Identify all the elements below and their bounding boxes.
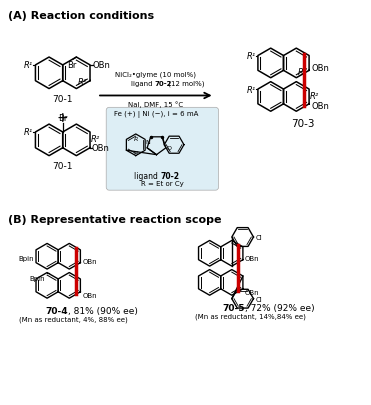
- Polygon shape: [283, 49, 309, 79]
- Polygon shape: [36, 244, 58, 269]
- Polygon shape: [232, 228, 253, 247]
- Polygon shape: [36, 273, 58, 298]
- Text: (Mn as reductant, 4%, 88% ee): (Mn as reductant, 4%, 88% ee): [19, 316, 127, 323]
- Text: , 72% (92% ee): , 72% (92% ee): [245, 303, 315, 312]
- Text: R¹: R¹: [24, 61, 33, 70]
- Text: Br: Br: [58, 114, 68, 123]
- Text: (12 mol%): (12 mol%): [166, 80, 204, 87]
- FancyBboxPatch shape: [106, 108, 219, 191]
- Polygon shape: [35, 58, 63, 90]
- Text: N: N: [134, 150, 138, 155]
- Text: (B) Representative reaction scope: (B) Representative reaction scope: [8, 214, 221, 224]
- Text: (A) Reaction conditions: (A) Reaction conditions: [8, 11, 154, 21]
- Text: NiCl₂•glyme (10 mol%): NiCl₂•glyme (10 mol%): [115, 71, 196, 78]
- Text: Bpin: Bpin: [30, 275, 45, 281]
- Polygon shape: [63, 125, 90, 156]
- Text: Fe (+) | Ni (−), i = 6 mA: Fe (+) | Ni (−), i = 6 mA: [114, 111, 198, 117]
- Text: OBn: OBn: [92, 144, 110, 153]
- Text: R = Et or Cy: R = Et or Cy: [141, 181, 184, 187]
- Text: ligand: ligand: [131, 81, 155, 86]
- Text: NaI, DMF, 15 °C: NaI, DMF, 15 °C: [128, 101, 183, 107]
- Text: R¹: R¹: [247, 85, 256, 94]
- Text: N: N: [145, 139, 150, 145]
- Polygon shape: [221, 270, 243, 296]
- Text: 70-2: 70-2: [155, 81, 172, 86]
- Polygon shape: [58, 273, 81, 298]
- Text: 70-1: 70-1: [52, 94, 73, 103]
- Text: R²: R²: [78, 77, 86, 86]
- Text: +: +: [57, 111, 69, 125]
- Text: Br: Br: [67, 61, 76, 70]
- Text: 70-4: 70-4: [45, 306, 68, 315]
- Polygon shape: [232, 290, 253, 308]
- Text: R²: R²: [91, 134, 100, 144]
- Text: ligand: ligand: [134, 171, 160, 180]
- Text: R¹: R¹: [24, 128, 33, 137]
- Text: Cl: Cl: [256, 234, 262, 241]
- Text: 70-2: 70-2: [160, 171, 180, 180]
- Polygon shape: [258, 83, 283, 112]
- Polygon shape: [283, 83, 309, 112]
- Text: , 81% (90% ee): , 81% (90% ee): [68, 306, 138, 315]
- Text: OBn: OBn: [82, 292, 97, 298]
- Text: 70-5: 70-5: [223, 303, 245, 312]
- Text: OBn: OBn: [311, 64, 329, 72]
- Polygon shape: [58, 244, 81, 269]
- Text: Cl: Cl: [256, 296, 262, 302]
- Text: R²: R²: [310, 92, 319, 101]
- Text: R: R: [134, 136, 138, 142]
- Polygon shape: [198, 241, 221, 266]
- Text: R²: R²: [297, 68, 306, 77]
- Text: OBn: OBn: [82, 258, 97, 264]
- Text: (Mn as reductant, 14%,84% ee): (Mn as reductant, 14%,84% ee): [195, 313, 306, 320]
- Text: R¹: R¹: [247, 52, 256, 61]
- Text: OBn: OBn: [245, 255, 259, 261]
- Text: Bpin: Bpin: [19, 255, 34, 261]
- Text: OBn: OBn: [311, 102, 329, 111]
- Polygon shape: [221, 241, 243, 266]
- Text: 70-3: 70-3: [292, 119, 315, 129]
- Text: O: O: [167, 146, 172, 151]
- Polygon shape: [35, 125, 63, 156]
- Polygon shape: [258, 49, 283, 79]
- Text: OBn: OBn: [245, 289, 259, 295]
- Polygon shape: [198, 270, 221, 296]
- Text: OBn: OBn: [93, 61, 111, 70]
- Polygon shape: [63, 58, 90, 90]
- Text: 70-1: 70-1: [52, 161, 73, 170]
